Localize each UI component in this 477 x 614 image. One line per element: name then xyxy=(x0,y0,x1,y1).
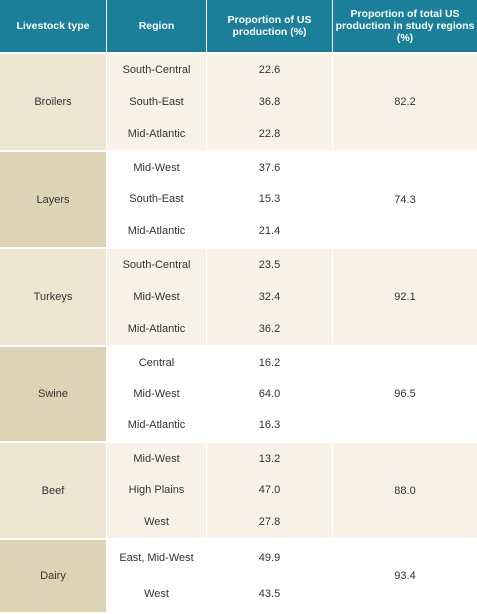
us-proportion-cell: 49.9 43.5 xyxy=(207,540,333,612)
us-proportion-cell: 37.6 15.3 21.4 xyxy=(207,152,333,247)
region-name: High Plains xyxy=(128,484,185,497)
livestock-type-cell: Turkeys xyxy=(0,249,107,345)
region-name: Mid-West xyxy=(133,291,180,303)
header-livestock-type: Livestock type xyxy=(0,0,107,52)
region-name: East, Mid-West xyxy=(119,552,194,564)
study-proportion-cell: 93.4 xyxy=(333,540,477,612)
us-proportion-value: 16.3 xyxy=(258,419,281,432)
study-proportion-cell: 82.2 xyxy=(333,54,477,150)
region-cell: Mid-West High Plains West xyxy=(107,443,207,538)
us-proportion-cell: 22.6 36.8 22.8 xyxy=(207,54,333,150)
livestock-type-cell: Broilers xyxy=(0,54,107,150)
study-proportion-cell: 92.1 xyxy=(333,249,477,345)
livestock-type-cell: Layers xyxy=(0,152,107,247)
region-name: Mid-West xyxy=(133,161,180,174)
region-cell: East, Mid-West West xyxy=(107,540,207,612)
region-name: West xyxy=(144,588,169,600)
livestock-type-cell: Swine xyxy=(0,347,107,441)
header-us-proportion: Proportion of US production (%) xyxy=(207,0,333,52)
region-name: West xyxy=(144,516,169,529)
table-row: Beef Mid-West High Plains West 13.2 47.0 27.8 8… xyxy=(0,441,477,538)
us-proportion-cell: 16.2 64.0 16.3 xyxy=(207,347,333,441)
us-proportion-value: 32.4 xyxy=(258,291,281,303)
livestock-type-cell: Beef xyxy=(0,443,107,538)
us-proportion-cell: 13.2 47.0 27.8 xyxy=(207,443,333,538)
study-proportion-cell: 88.0 xyxy=(333,443,477,538)
region-name: Mid-Atlantic xyxy=(127,225,186,238)
us-proportion-value: 13.2 xyxy=(258,452,281,465)
us-proportion-cell: 23.5 32.4 36.2 xyxy=(207,249,333,345)
region-name: South-East xyxy=(129,193,184,206)
region-cell: Mid-West South-East Mid-Atlantic xyxy=(107,152,207,247)
header-region: Region xyxy=(107,0,207,52)
us-proportion-value: 36.8 xyxy=(258,96,281,108)
region-name: Mid-Atlantic xyxy=(127,419,186,432)
table-row: Layers Mid-West South-East Mid-Atlantic 37.6… xyxy=(0,150,477,247)
table-row: Broilers South-Central South-East Mid-Atlan… xyxy=(0,52,477,150)
region-name: Mid-Atlantic xyxy=(127,128,186,140)
region-cell: South-Central Mid-West Mid-Atlantic xyxy=(107,249,207,345)
header-study-proportion: Proportion of total US production in stu… xyxy=(333,0,477,52)
us-proportion-value: 43.5 xyxy=(258,588,281,600)
us-proportion-value: 22.8 xyxy=(258,128,281,140)
table-row: Swine Central Mid-West Mid-Atlantic 16.2 64.0… xyxy=(0,345,477,441)
us-proportion-value: 21.4 xyxy=(258,225,281,238)
region-name: South-Central xyxy=(122,64,191,76)
us-proportion-value: 36.2 xyxy=(258,323,281,335)
us-proportion-value: 49.9 xyxy=(258,552,281,564)
region-name: Central xyxy=(138,356,175,369)
us-proportion-value: 15.3 xyxy=(258,193,281,206)
region-name: South-East xyxy=(129,96,184,108)
region-name: Mid-Atlantic xyxy=(127,323,186,335)
table-header: Livestock type Region Proportion of US p… xyxy=(0,0,477,52)
us-proportion-value: 23.5 xyxy=(258,259,281,271)
table-row: Dairy East, Mid-West West 49.9 43.5 93.4 xyxy=(0,538,477,612)
us-proportion-value: 22.6 xyxy=(258,64,281,76)
study-proportion-cell: 74.3 xyxy=(333,152,477,247)
region-name: Mid-West xyxy=(133,387,180,400)
region-name: South-Central xyxy=(122,259,191,271)
us-proportion-value: 27.8 xyxy=(258,516,281,529)
region-cell: South-Central South-East Mid-Atlantic xyxy=(107,54,207,150)
table-row: Turkeys South-Central Mid-West Mid-Atlantic… xyxy=(0,247,477,345)
livestock-type-cell: Dairy xyxy=(0,540,107,612)
us-proportion-value: 64.0 xyxy=(258,387,281,400)
us-proportion-value: 37.6 xyxy=(258,161,281,174)
us-proportion-value: 47.0 xyxy=(258,484,281,497)
region-cell: Central Mid-West Mid-Atlantic xyxy=(107,347,207,441)
us-proportion-value: 16.2 xyxy=(258,356,281,369)
region-name: Mid-West xyxy=(133,452,180,465)
study-proportion-cell: 96.5 xyxy=(333,347,477,441)
